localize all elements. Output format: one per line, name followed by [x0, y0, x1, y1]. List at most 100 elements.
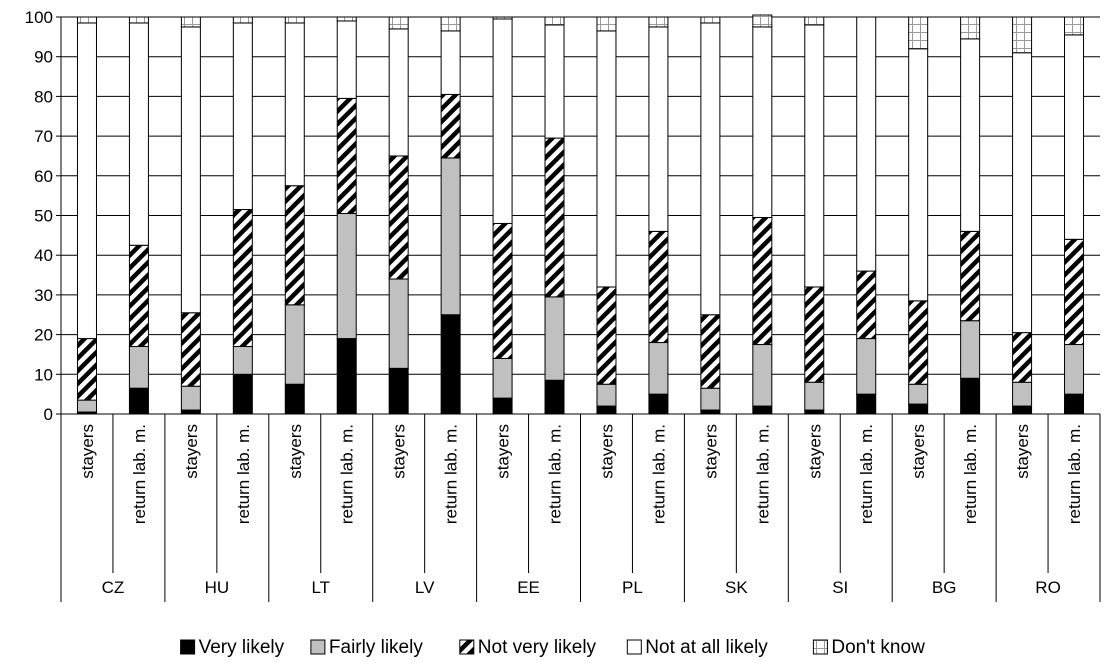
bar-segment: [908, 16, 929, 50]
bar-segment: [856, 393, 877, 415]
bar-segment: [76, 16, 97, 24]
bar-segment: [1012, 52, 1033, 334]
y-tick-label: 30: [34, 286, 53, 305]
group-label: BG: [932, 578, 957, 597]
group-label: LT: [311, 578, 330, 597]
bar-segment: [388, 155, 409, 280]
bar-segment: [232, 22, 253, 211]
bar-segment: [128, 346, 149, 389]
bar-segment: [648, 393, 669, 415]
bar-segment: [960, 38, 981, 232]
subcategory-label: return lab. m.: [649, 424, 668, 524]
bar-segment: [284, 22, 305, 187]
bar-segment: [128, 22, 149, 246]
axes: [56, 16, 1101, 602]
legend-label: Not at all likely: [645, 637, 768, 658]
bar-segment: [1012, 405, 1033, 415]
bar-segment: [336, 213, 357, 340]
bar-segment: [856, 16, 877, 272]
y-tick-label: 40: [34, 246, 53, 265]
subcategory-label: stayers: [286, 424, 305, 479]
bar-segment: [1012, 16, 1033, 54]
bar-segment: [1064, 34, 1085, 240]
bar-segment: [232, 373, 253, 415]
bar-segment: [752, 344, 773, 407]
bar-segment: [544, 379, 565, 415]
bar-segment: [440, 314, 461, 415]
subcategory-label: return lab. m.: [753, 424, 772, 524]
group-label: HU: [205, 578, 230, 597]
bar-segment: [752, 14, 773, 28]
bar-segment: [908, 403, 929, 415]
bar-segment: [128, 16, 149, 24]
group-label: SI: [832, 578, 848, 597]
bar-segment: [544, 24, 565, 139]
bar-segment: [388, 278, 409, 369]
group-label: LV: [415, 578, 435, 597]
subcategory-label: stayers: [805, 424, 824, 479]
subcategory-label: stayers: [390, 424, 409, 479]
bar-segment: [908, 48, 929, 302]
bar-segment: [856, 270, 877, 340]
legend: Very likely Fairly likely Not very likely N…: [180, 637, 925, 658]
bar-segment: [492, 397, 513, 415]
bar-segment: [1064, 238, 1085, 346]
bar-segment: [232, 16, 253, 24]
group-label: PL: [622, 578, 643, 597]
y-tick-label: 80: [34, 87, 53, 106]
bar-segment: [596, 383, 617, 407]
y-axis-tick-labels: 0 10 20 30 40 50 60 70 80 90 100: [25, 8, 53, 424]
bar-segment: [596, 30, 617, 288]
bar-segment: [492, 222, 513, 359]
bar-segment: [284, 383, 305, 415]
bar-segment: [1012, 381, 1033, 407]
bars: [76, 14, 1085, 415]
bar-segment: [804, 24, 825, 288]
bar-segment: [960, 320, 981, 379]
legend-label: Fairly likely: [329, 637, 423, 658]
bar-segment: [336, 20, 357, 99]
bar-segment: [804, 381, 825, 411]
bar-segment: [388, 367, 409, 415]
subcategory-label: return lab. m.: [857, 424, 876, 524]
y-tick-label: 60: [34, 167, 53, 186]
subcategory-label: return lab. m.: [234, 424, 253, 524]
bar-segment: [76, 22, 97, 340]
bar-segment: [544, 296, 565, 381]
bar-segment: [804, 286, 825, 383]
bar-segment: [700, 387, 721, 411]
subcategory-label: stayers: [1013, 424, 1032, 479]
bar-segment: [648, 230, 669, 344]
bar-segment: [336, 338, 357, 415]
group-label: SK: [725, 578, 748, 597]
legend-label: Very likely: [199, 637, 285, 658]
group-label: CZ: [102, 578, 125, 597]
bar-segment: [284, 16, 305, 24]
bar-segment: [492, 16, 513, 20]
group-label: RO: [1035, 578, 1061, 597]
legend-swatch: [626, 639, 642, 655]
subcategory-label: stayers: [701, 424, 720, 479]
bar-segment: [440, 93, 461, 159]
bar-segment: [752, 26, 773, 218]
bar-segment: [596, 16, 617, 32]
bar-segment: [76, 338, 97, 401]
y-tick-label: 0: [44, 405, 53, 424]
bar-segment: [960, 230, 981, 322]
bar-segment: [128, 244, 149, 348]
bar-segment: [648, 342, 669, 395]
bar-segment: [544, 16, 565, 26]
bar-segment: [752, 216, 773, 346]
bar-segment: [700, 16, 721, 24]
legend-label: Don't know: [831, 637, 925, 658]
bar-segment: [440, 157, 461, 316]
bar-segment: [544, 137, 565, 298]
bar-segment: [752, 405, 773, 415]
bar-segment: [440, 30, 461, 95]
bar-segment: [804, 16, 825, 26]
bar-segment: [1064, 16, 1085, 36]
bar-segment: [908, 383, 929, 405]
subcategory-label: stayers: [182, 424, 201, 479]
